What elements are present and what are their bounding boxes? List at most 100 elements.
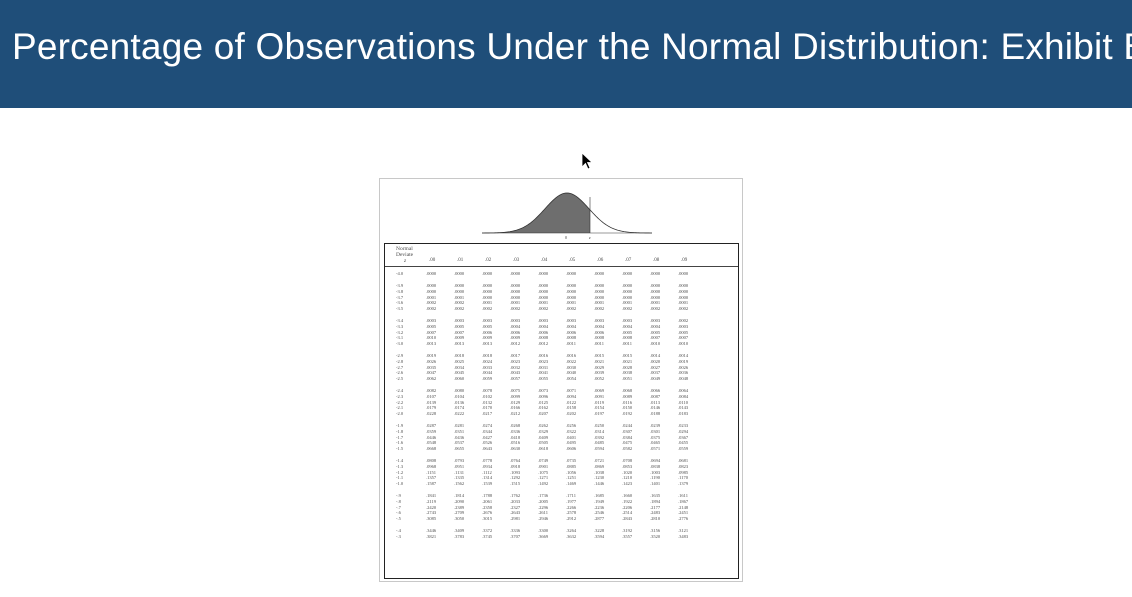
- table-cell: .2236: [594, 504, 605, 510]
- table-cell: .3669: [538, 533, 549, 539]
- table-cell: .0004: [538, 323, 549, 329]
- table-cell: .0239: [650, 423, 661, 429]
- table-cell: .0003: [426, 318, 437, 324]
- table-cell: .0002: [482, 306, 493, 311]
- table-cell: .0001: [482, 300, 493, 306]
- table-cell: .1292: [510, 475, 521, 481]
- table-cell: .0009: [510, 335, 521, 341]
- table-cell: .0023: [510, 358, 521, 364]
- table-cell: .0287: [426, 423, 437, 429]
- table-cell: .0000: [566, 294, 577, 300]
- table-cell: .0125: [538, 399, 549, 405]
- table-cell: .0013: [482, 341, 493, 346]
- column-header: .07: [625, 258, 632, 263]
- table-cell: .0000: [482, 288, 493, 294]
- table-cell: .1949: [594, 498, 605, 504]
- table-cell: .0002: [622, 306, 633, 311]
- table-cell: .0002: [650, 306, 661, 311]
- table-cell: .1210: [622, 475, 633, 481]
- table-cell: .0618: [538, 446, 549, 451]
- table-cell: .0030: [566, 364, 577, 370]
- column-header: .01: [457, 258, 464, 263]
- table-cell: .0188: [650, 411, 661, 416]
- table-cell: .0007: [678, 335, 689, 341]
- table-cell: .0166: [510, 405, 521, 411]
- table-cell: .1003: [650, 469, 661, 475]
- table-cell: .0000: [622, 271, 633, 276]
- table-cell: .0018: [482, 353, 493, 359]
- table-cell: .0007: [426, 329, 437, 335]
- table-cell: .0009: [454, 335, 465, 341]
- table-cell: .0136: [454, 399, 465, 405]
- z-value: -.6: [396, 510, 401, 516]
- table-cell: .0005: [650, 329, 661, 335]
- table-cell: .1762: [510, 493, 521, 499]
- curve-tick-zero: 0: [565, 235, 567, 240]
- table-cell: .0244: [622, 423, 633, 429]
- curve-tick-z: z: [588, 235, 591, 240]
- table-cell: .3085: [426, 516, 437, 521]
- table-cell: .0000: [678, 283, 689, 289]
- z-value: -2.3: [396, 393, 404, 399]
- table-cell: .0793: [454, 458, 465, 464]
- table-cell: .0004: [566, 323, 577, 329]
- table-cell: .0749: [538, 458, 549, 464]
- table-cell: .0099: [510, 393, 521, 399]
- table-cell: .0207: [538, 411, 549, 416]
- table-cell: .0037: [650, 370, 661, 376]
- table-cell: .0012: [538, 341, 549, 346]
- z-value: -1.4: [396, 458, 404, 464]
- table-cell: .2843: [622, 516, 633, 521]
- table-cell: .0075: [510, 388, 521, 394]
- table-cell: .0000: [454, 288, 465, 294]
- table-cell: .0000: [566, 271, 577, 276]
- table-cell: .0548: [426, 440, 437, 446]
- table-cell: .1401: [650, 481, 661, 486]
- table-cell: .0006: [510, 329, 521, 335]
- table-cell: .0000: [510, 283, 521, 289]
- table-cell: .0051: [622, 376, 633, 381]
- table-cell: .0344: [482, 428, 493, 434]
- table-cell: .1357: [426, 475, 437, 481]
- table-cell: .0170: [482, 405, 493, 411]
- table-cell: .0021: [622, 358, 633, 364]
- table-cell: .0392: [594, 434, 605, 440]
- table-cell: .0000: [594, 283, 605, 289]
- table-cell: .0446: [426, 434, 437, 440]
- table-cell: .0044: [482, 370, 493, 376]
- table-cell: .2946: [538, 516, 549, 521]
- table-cell: .0003: [482, 318, 493, 324]
- table-cell: .0001: [426, 294, 437, 300]
- table-cell: .3300: [538, 528, 549, 534]
- table-cell: .0043: [510, 370, 521, 376]
- curve-shaded-area: [482, 193, 590, 233]
- table-cell: .0009: [482, 335, 493, 341]
- table-cell: .0351: [454, 428, 465, 434]
- table-cell: .0495: [566, 440, 577, 446]
- table-cell: .2358: [482, 504, 493, 510]
- table-cell: .0022: [566, 358, 577, 364]
- table-cell: .0110: [678, 399, 688, 405]
- table-cell: .3409: [454, 528, 465, 534]
- table-cell: .0004: [510, 323, 521, 329]
- table-cell: .0000: [594, 271, 605, 276]
- table-cell: .0001: [650, 300, 661, 306]
- table-cell: .0060: [454, 376, 465, 381]
- table-cell: .1469: [566, 481, 577, 486]
- table-cell: .0008: [538, 335, 549, 341]
- z-table: Normal Deviate z .00.01.02.03.04.05.06.0…: [384, 243, 739, 579]
- table-cell: .0000: [622, 288, 633, 294]
- table-cell: .0000: [650, 271, 661, 276]
- curve-outline: [482, 192, 652, 234]
- table-cell: .0853: [622, 463, 633, 469]
- table-cell: .0054: [566, 376, 577, 381]
- table-cell: .0000: [426, 271, 437, 276]
- table-cell: .0049: [650, 376, 661, 381]
- table-cell: .3594: [594, 533, 605, 539]
- table-cell: .0885: [566, 463, 577, 469]
- table-cell: .0505: [538, 440, 549, 446]
- table-cell: .0918: [510, 463, 521, 469]
- table-cell: .0228: [426, 411, 437, 416]
- table-cell: .1056: [566, 469, 577, 475]
- table-cell: .0000: [482, 283, 493, 289]
